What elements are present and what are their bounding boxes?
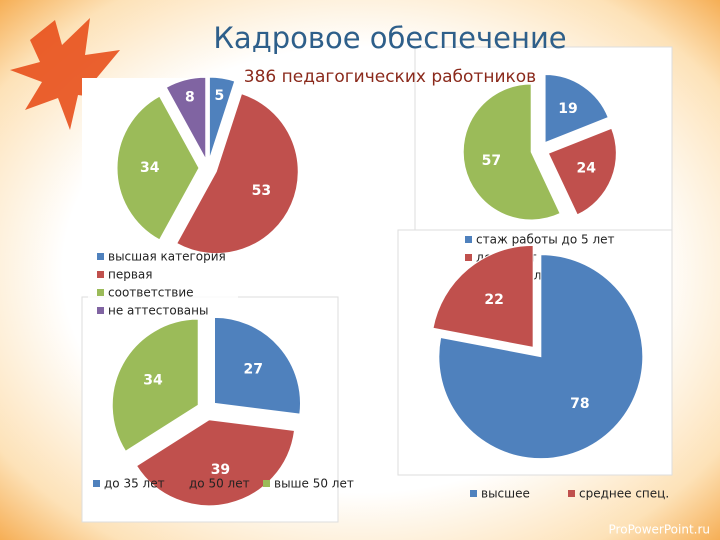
legend-panel [88,248,238,320]
legend-swatch [465,236,472,243]
data-label: 34 [143,372,163,388]
legend-swatch [97,289,104,296]
data-label: 22 [484,292,503,308]
legend-swatch [263,480,270,487]
data-label: 19 [558,101,577,117]
legend-swatch [97,271,104,278]
pie-slice [111,318,199,452]
legend-label: не аттестованы [108,304,208,318]
legend-label: высшая категория [108,250,226,264]
pie-slice [462,83,561,221]
pie-slice [214,316,301,415]
data-label: 27 [243,361,262,377]
slide-subtitle: 386 педагогических работников [244,67,536,87]
legend-label: соответствие [108,286,194,300]
legend-swatch [568,490,575,497]
legend-label: до 35 лет [104,477,165,491]
legend-label: первая [108,268,153,282]
legend-swatch [93,480,100,487]
pie-slice [208,76,236,160]
watermark: ProPowerPoint.ru [609,523,710,537]
maple-leaf [10,18,120,130]
legend-label: выше 50 лет [274,477,354,491]
legend-label: до 50 лет [189,477,250,491]
legend-swatch [178,480,185,487]
data-label: 53 [252,183,271,199]
legend-swatch [465,254,472,261]
data-label: 8 [185,89,195,105]
pie-slice [135,419,296,507]
data-label: 24 [577,160,597,176]
data-label: 39 [211,462,230,478]
legend-swatch [97,253,104,260]
data-label: 34 [140,160,160,176]
data-label: 5 [215,88,225,104]
pie-slice [165,76,207,160]
legend-swatch [470,490,477,497]
data-label: 57 [482,153,501,169]
pie-slice [432,244,534,348]
pie-slice [438,254,644,460]
pie-slice [547,127,617,216]
pie-slice [544,74,609,144]
legend-label: стаж работы до 5 лет [476,233,615,247]
pie-slice [116,95,200,241]
legend-label: высшее [481,487,530,501]
slide-title: Кадровое обеспечение [213,21,566,55]
data-label: 78 [570,396,589,412]
legend-swatch [97,307,104,314]
legend-label: среднее спец. [579,487,669,501]
pie-slice [176,92,299,255]
